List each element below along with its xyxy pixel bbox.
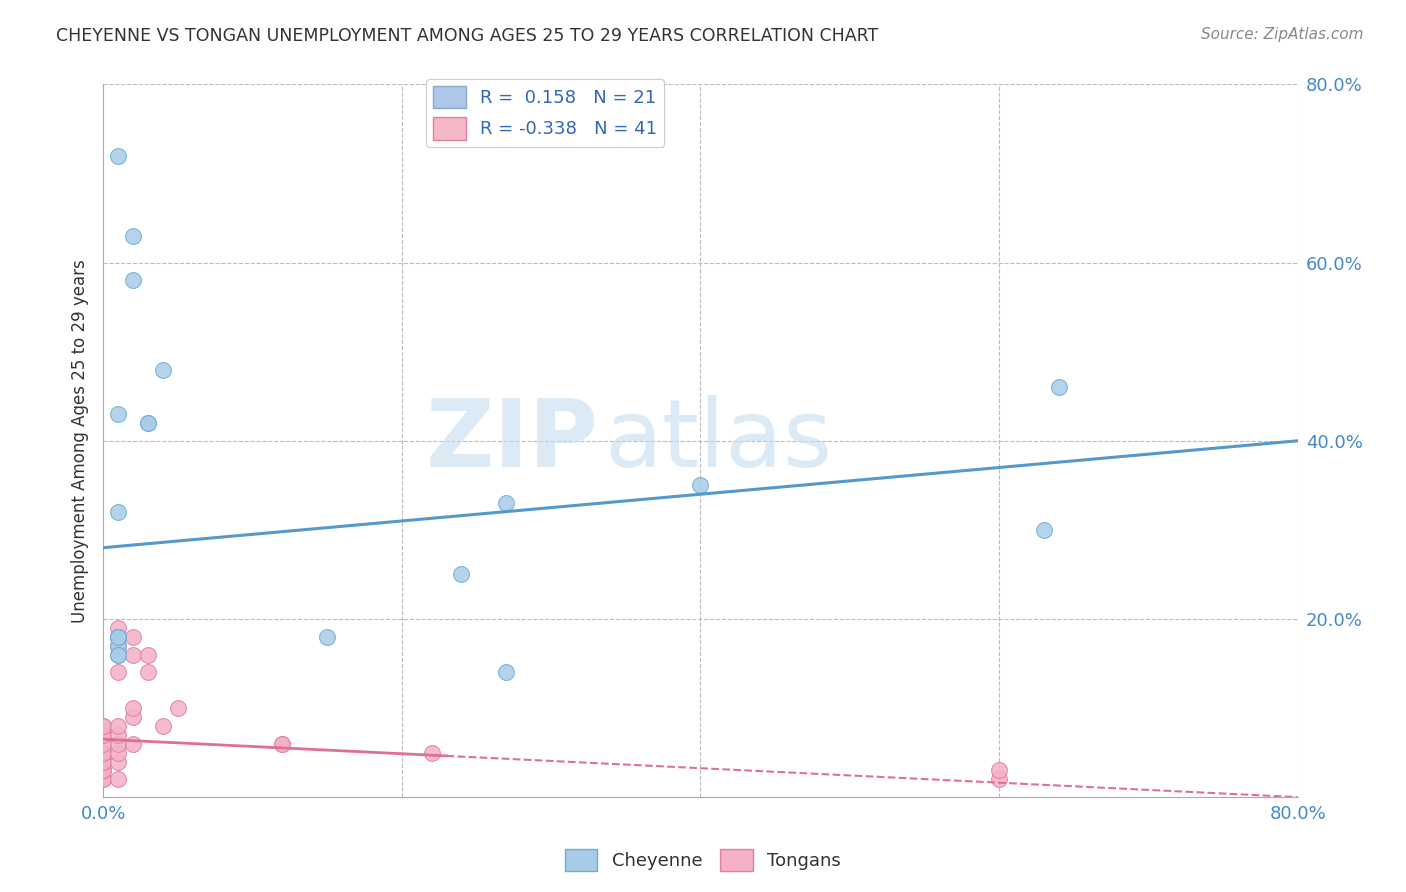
Point bbox=[91, 772, 114, 787]
Point bbox=[91, 728, 114, 742]
Point bbox=[91, 755, 114, 769]
Point bbox=[495, 496, 517, 510]
Text: Source: ZipAtlas.com: Source: ZipAtlas.com bbox=[1201, 27, 1364, 42]
Text: CHEYENNE VS TONGAN UNEMPLOYMENT AMONG AGES 25 TO 29 YEARS CORRELATION CHART: CHEYENNE VS TONGAN UNEMPLOYMENT AMONG AG… bbox=[56, 27, 879, 45]
Point bbox=[122, 630, 145, 644]
Point bbox=[91, 755, 114, 769]
Point bbox=[136, 665, 159, 680]
Legend: Cheyenne, Tongans: Cheyenne, Tongans bbox=[558, 842, 848, 879]
Point bbox=[1032, 523, 1054, 537]
Point bbox=[91, 719, 114, 733]
Y-axis label: Unemployment Among Ages 25 to 29 years: Unemployment Among Ages 25 to 29 years bbox=[72, 259, 89, 623]
Point bbox=[107, 665, 129, 680]
Point bbox=[136, 416, 159, 430]
Point bbox=[689, 478, 711, 492]
Point bbox=[107, 746, 129, 760]
Point bbox=[91, 737, 114, 751]
Point bbox=[450, 567, 472, 582]
Point bbox=[122, 648, 145, 662]
Text: ZIP: ZIP bbox=[426, 395, 599, 487]
Point bbox=[122, 710, 145, 724]
Point bbox=[420, 746, 443, 760]
Point bbox=[91, 764, 114, 778]
Point bbox=[91, 764, 114, 778]
Point bbox=[91, 755, 114, 769]
Point bbox=[107, 630, 129, 644]
Point bbox=[107, 648, 129, 662]
Point bbox=[152, 362, 174, 376]
Point bbox=[271, 737, 294, 751]
Point bbox=[316, 630, 339, 644]
Point bbox=[91, 764, 114, 778]
Point bbox=[91, 746, 114, 760]
Point bbox=[1047, 380, 1070, 394]
Point bbox=[107, 630, 129, 644]
Point bbox=[107, 149, 129, 163]
Point bbox=[91, 746, 114, 760]
Point bbox=[91, 772, 114, 787]
Point bbox=[122, 737, 145, 751]
Point bbox=[91, 772, 114, 787]
Point bbox=[107, 639, 129, 653]
Point bbox=[107, 755, 129, 769]
Point bbox=[91, 728, 114, 742]
Point bbox=[122, 701, 145, 715]
Point bbox=[495, 665, 517, 680]
Point bbox=[988, 764, 1011, 778]
Point bbox=[107, 639, 129, 653]
Point bbox=[107, 728, 129, 742]
Point bbox=[107, 630, 129, 644]
Point bbox=[122, 228, 145, 243]
Point bbox=[107, 621, 129, 635]
Point bbox=[988, 772, 1011, 787]
Point bbox=[136, 648, 159, 662]
Point bbox=[107, 648, 129, 662]
Point bbox=[91, 719, 114, 733]
Point bbox=[91, 764, 114, 778]
Legend: R =  0.158   N = 21, R = -0.338   N = 41: R = 0.158 N = 21, R = -0.338 N = 41 bbox=[426, 79, 664, 147]
Point bbox=[107, 505, 129, 519]
Point bbox=[107, 772, 129, 787]
Point bbox=[107, 630, 129, 644]
Point bbox=[107, 737, 129, 751]
Point bbox=[107, 719, 129, 733]
Point bbox=[136, 416, 159, 430]
Point bbox=[107, 407, 129, 421]
Point bbox=[166, 701, 188, 715]
Text: atlas: atlas bbox=[605, 395, 834, 487]
Point bbox=[271, 737, 294, 751]
Point bbox=[152, 719, 174, 733]
Point bbox=[122, 273, 145, 287]
